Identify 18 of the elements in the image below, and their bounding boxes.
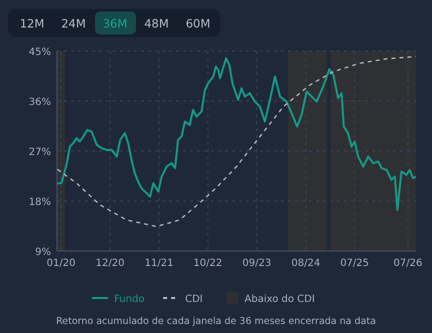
x-tick-label: 07/26 [394,258,422,269]
x-tick-label: 08/24 [291,258,320,269]
x-tick-label: 01/20 [46,258,76,269]
period-selector: 12M 24M 36M 48M 60M [8,9,220,37]
x-tick-label: 12/20 [96,258,124,269]
y-tick-label: 45% [28,47,51,58]
text: Retorno acumulado de cada janela de 36 meses encerrada na data [56,316,376,327]
x-tick-label: 10/22 [193,258,222,269]
y-tick-label: 9% [35,247,51,258]
y-tick-label: 36% [28,97,51,108]
y-tick-label: 27% [28,147,51,158]
legend-label: Abaixo do CDI [244,294,315,305]
legend-label: CDI [185,294,203,305]
x-tick-label: 07/25 [340,258,370,269]
x-tick-label: 11/21 [144,258,174,269]
y-tick-label: 18% [28,197,51,208]
x-tick-label: 09/23 [242,258,272,269]
legend-label: Fundo [114,294,144,305]
